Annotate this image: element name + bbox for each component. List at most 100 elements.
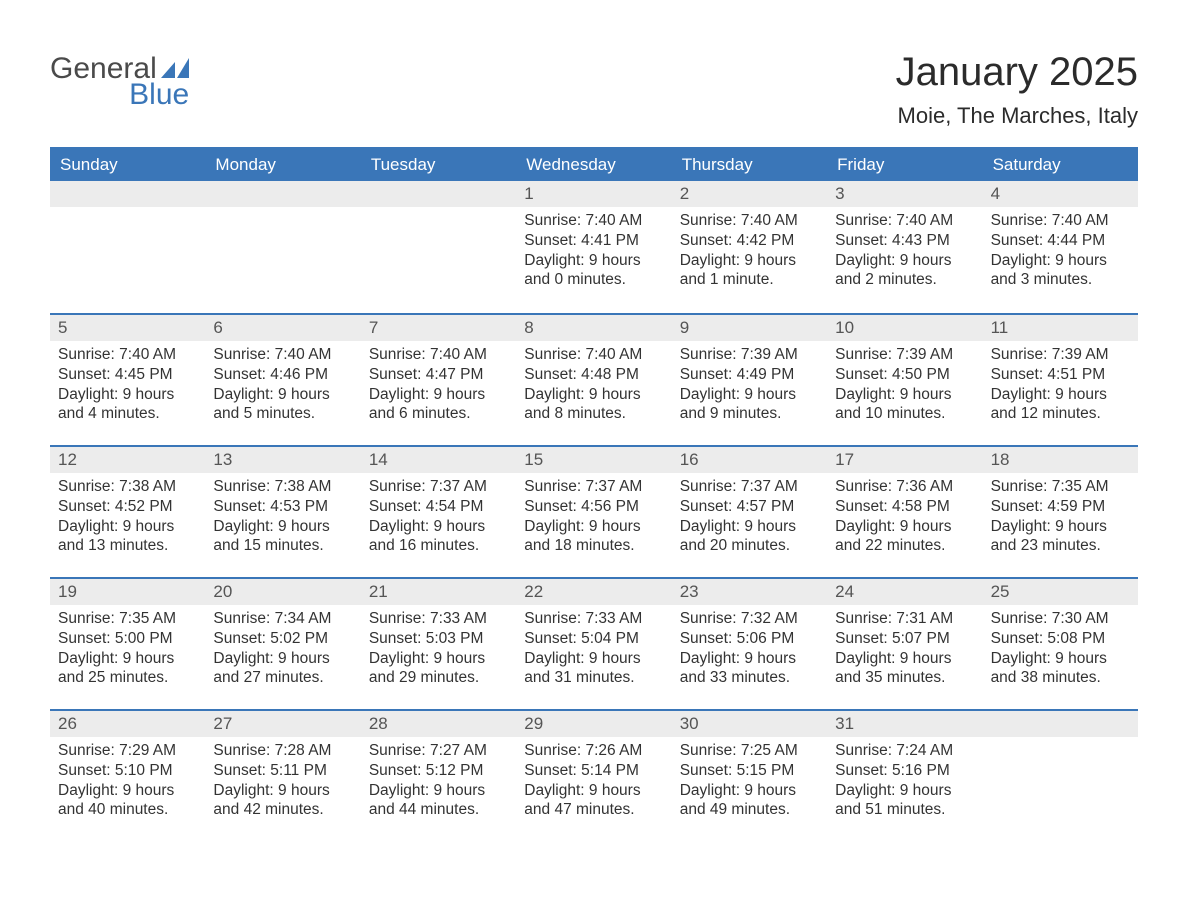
day-header-row: SundayMondayTuesdayWednesdayThursdayFrid… (50, 149, 1138, 181)
day-daylight1: Daylight: 9 hours (369, 781, 508, 801)
day-cell: 14Sunrise: 7:37 AMSunset: 4:54 PMDayligh… (361, 447, 516, 577)
day-daylight1: Daylight: 9 hours (213, 385, 352, 405)
day-daylight2: and 18 minutes. (524, 536, 663, 556)
day-daylight2: and 0 minutes. (524, 270, 663, 290)
day-daylight1: Daylight: 9 hours (835, 649, 974, 669)
day-sunset: Sunset: 4:46 PM (213, 365, 352, 385)
day-number: 9 (672, 315, 827, 341)
day-sunset: Sunset: 5:10 PM (58, 761, 197, 781)
day-cell: 12Sunrise: 7:38 AMSunset: 4:52 PMDayligh… (50, 447, 205, 577)
day-sunrise: Sunrise: 7:40 AM (524, 211, 663, 231)
day-sunset: Sunset: 4:47 PM (369, 365, 508, 385)
day-details: Sunrise: 7:40 AMSunset: 4:45 PMDaylight:… (50, 341, 205, 434)
day-cell: 19Sunrise: 7:35 AMSunset: 5:00 PMDayligh… (50, 579, 205, 709)
day-sunset: Sunset: 4:44 PM (991, 231, 1130, 251)
day-daylight2: and 25 minutes. (58, 668, 197, 688)
day-number: 12 (50, 447, 205, 473)
day-daylight2: and 49 minutes. (680, 800, 819, 820)
day-sunset: Sunset: 5:06 PM (680, 629, 819, 649)
day-daylight2: and 20 minutes. (680, 536, 819, 556)
day-cell: 15Sunrise: 7:37 AMSunset: 4:56 PMDayligh… (516, 447, 671, 577)
day-daylight2: and 5 minutes. (213, 404, 352, 424)
day-details: Sunrise: 7:40 AMSunset: 4:42 PMDaylight:… (672, 207, 827, 300)
day-daylight1: Daylight: 9 hours (524, 385, 663, 405)
day-number: 10 (827, 315, 982, 341)
day-number: 28 (361, 711, 516, 737)
day-number (361, 181, 516, 207)
day-details: Sunrise: 7:39 AMSunset: 4:51 PMDaylight:… (983, 341, 1138, 434)
day-sunrise: Sunrise: 7:40 AM (991, 211, 1130, 231)
day-cell: 28Sunrise: 7:27 AMSunset: 5:12 PMDayligh… (361, 711, 516, 841)
day-daylight1: Daylight: 9 hours (835, 251, 974, 271)
day-number (205, 181, 360, 207)
day-sunrise: Sunrise: 7:30 AM (991, 609, 1130, 629)
day-cell: 21Sunrise: 7:33 AMSunset: 5:03 PMDayligh… (361, 579, 516, 709)
day-cell: 24Sunrise: 7:31 AMSunset: 5:07 PMDayligh… (827, 579, 982, 709)
day-number: 18 (983, 447, 1138, 473)
day-sunrise: Sunrise: 7:39 AM (991, 345, 1130, 365)
day-cell: 8Sunrise: 7:40 AMSunset: 4:48 PMDaylight… (516, 315, 671, 445)
day-daylight1: Daylight: 9 hours (991, 251, 1130, 271)
day-number: 23 (672, 579, 827, 605)
day-daylight2: and 40 minutes. (58, 800, 197, 820)
day-cell: 3Sunrise: 7:40 AMSunset: 4:43 PMDaylight… (827, 181, 982, 313)
day-daylight1: Daylight: 9 hours (58, 385, 197, 405)
day-cell: 2Sunrise: 7:40 AMSunset: 4:42 PMDaylight… (672, 181, 827, 313)
day-number: 25 (983, 579, 1138, 605)
day-daylight1: Daylight: 9 hours (991, 517, 1130, 537)
day-details: Sunrise: 7:40 AMSunset: 4:41 PMDaylight:… (516, 207, 671, 300)
logo-sail-icon (161, 58, 189, 78)
day-daylight2: and 38 minutes. (991, 668, 1130, 688)
day-daylight2: and 15 minutes. (213, 536, 352, 556)
day-sunset: Sunset: 4:42 PM (680, 231, 819, 251)
week-row: 12Sunrise: 7:38 AMSunset: 4:52 PMDayligh… (50, 445, 1138, 577)
day-cell: 25Sunrise: 7:30 AMSunset: 5:08 PMDayligh… (983, 579, 1138, 709)
day-sunrise: Sunrise: 7:37 AM (680, 477, 819, 497)
day-cell: 5Sunrise: 7:40 AMSunset: 4:45 PMDaylight… (50, 315, 205, 445)
day-cell: 29Sunrise: 7:26 AMSunset: 5:14 PMDayligh… (516, 711, 671, 841)
day-number: 27 (205, 711, 360, 737)
day-daylight1: Daylight: 9 hours (680, 385, 819, 405)
day-details: Sunrise: 7:33 AMSunset: 5:04 PMDaylight:… (516, 605, 671, 698)
day-number: 13 (205, 447, 360, 473)
day-number: 15 (516, 447, 671, 473)
day-daylight2: and 29 minutes. (369, 668, 508, 688)
day-number: 22 (516, 579, 671, 605)
day-daylight1: Daylight: 9 hours (835, 517, 974, 537)
day-number (983, 711, 1138, 737)
day-cell: 9Sunrise: 7:39 AMSunset: 4:49 PMDaylight… (672, 315, 827, 445)
day-number (50, 181, 205, 207)
day-sunrise: Sunrise: 7:38 AM (58, 477, 197, 497)
day-details: Sunrise: 7:39 AMSunset: 4:49 PMDaylight:… (672, 341, 827, 434)
day-details: Sunrise: 7:31 AMSunset: 5:07 PMDaylight:… (827, 605, 982, 698)
day-number: 24 (827, 579, 982, 605)
day-sunset: Sunset: 4:57 PM (680, 497, 819, 517)
day-cell: 27Sunrise: 7:28 AMSunset: 5:11 PMDayligh… (205, 711, 360, 841)
day-daylight2: and 47 minutes. (524, 800, 663, 820)
day-daylight1: Daylight: 9 hours (991, 385, 1130, 405)
day-number: 29 (516, 711, 671, 737)
day-sunset: Sunset: 4:59 PM (991, 497, 1130, 517)
empty-cell (983, 711, 1138, 841)
day-header: Saturday (983, 149, 1138, 181)
day-cell: 20Sunrise: 7:34 AMSunset: 5:02 PMDayligh… (205, 579, 360, 709)
day-sunset: Sunset: 5:15 PM (680, 761, 819, 781)
day-details: Sunrise: 7:38 AMSunset: 4:52 PMDaylight:… (50, 473, 205, 566)
day-details: Sunrise: 7:34 AMSunset: 5:02 PMDaylight:… (205, 605, 360, 698)
weeks-container: 1Sunrise: 7:40 AMSunset: 4:41 PMDaylight… (50, 181, 1138, 841)
empty-cell (50, 181, 205, 313)
day-details: Sunrise: 7:32 AMSunset: 5:06 PMDaylight:… (672, 605, 827, 698)
day-sunrise: Sunrise: 7:24 AM (835, 741, 974, 761)
day-sunset: Sunset: 4:43 PM (835, 231, 974, 251)
day-sunset: Sunset: 5:04 PM (524, 629, 663, 649)
day-daylight2: and 22 minutes. (835, 536, 974, 556)
day-cell: 22Sunrise: 7:33 AMSunset: 5:04 PMDayligh… (516, 579, 671, 709)
day-daylight1: Daylight: 9 hours (835, 385, 974, 405)
day-daylight2: and 8 minutes. (524, 404, 663, 424)
day-daylight1: Daylight: 9 hours (213, 781, 352, 801)
empty-cell (361, 181, 516, 313)
day-sunrise: Sunrise: 7:36 AM (835, 477, 974, 497)
day-details: Sunrise: 7:40 AMSunset: 4:46 PMDaylight:… (205, 341, 360, 434)
day-sunrise: Sunrise: 7:37 AM (369, 477, 508, 497)
day-sunrise: Sunrise: 7:39 AM (680, 345, 819, 365)
